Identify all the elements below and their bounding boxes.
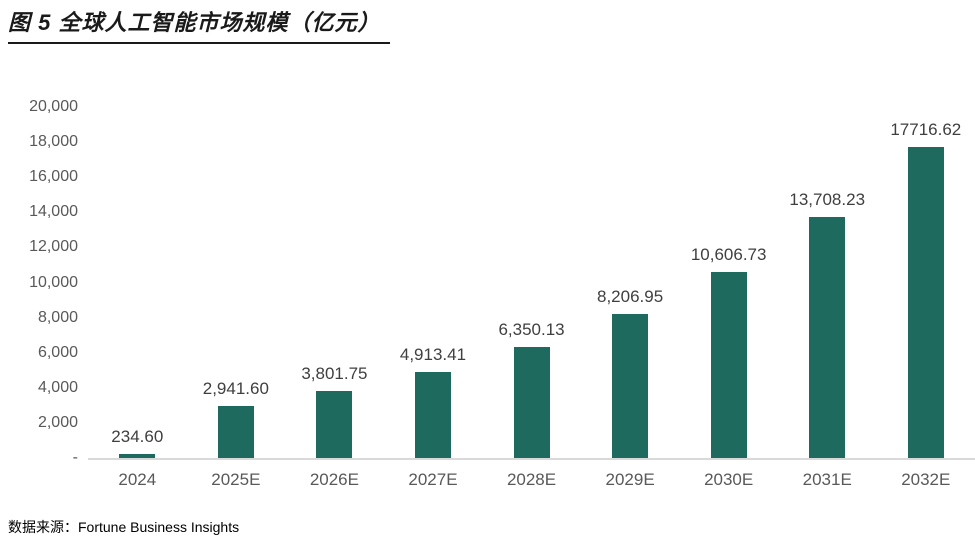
bar — [316, 391, 353, 458]
bar — [710, 272, 747, 458]
bar-value-label: 4,913.41 — [399, 345, 467, 364]
x-axis: 2024 2025E 2026E 2027E 2028E 2029E 2030E 2031E 2… — [88, 470, 975, 490]
bar-column: 234.60 — [88, 107, 187, 458]
y-tick-label: 2,000 — [37, 413, 78, 431]
bar-value-label: 3,801.75 — [301, 364, 368, 383]
bar-column: 2,941.60 — [187, 107, 286, 458]
y-tick-label: 4,000 — [37, 378, 78, 396]
bar — [119, 454, 156, 458]
y-tick-label: 6,000 — [37, 343, 78, 361]
bar — [612, 314, 649, 458]
y-tick-label: 10,000 — [29, 273, 78, 291]
bar — [513, 347, 550, 458]
bar-column: 10,606.73 — [679, 107, 778, 458]
bar-value-label: 234.60 — [111, 427, 164, 446]
bar-column: 17716.62 — [877, 107, 975, 458]
y-tick-label: 12,000 — [29, 238, 78, 256]
bar-value-label: 13,708.23 — [789, 190, 866, 209]
x-tick-label: 2030E — [704, 470, 754, 489]
x-tick-label: 2027E — [408, 470, 458, 489]
bar-chart-plot-area: 234.60 2,941.60 3,801.75 4,913.41 6,350.13 8,… — [88, 107, 975, 460]
bar-column: 4,913.41 — [384, 107, 483, 458]
x-tick-label: 2026E — [309, 470, 359, 489]
x-tick-label: 2025E — [211, 470, 261, 489]
bar-value-label: 8,206.95 — [597, 287, 664, 306]
y-tick-label: 16,000 — [29, 168, 78, 186]
bar — [809, 217, 846, 458]
bar-value-label: 17716.62 — [890, 120, 962, 139]
x-tick-label: 2032E — [901, 470, 951, 489]
y-tick-label: 14,000 — [29, 203, 78, 221]
y-tick-label: 18,000 — [29, 133, 78, 151]
x-tick-label: 2028E — [506, 470, 557, 489]
bar-column: 8,206.95 — [581, 107, 680, 458]
y-tick-label: 20,000 — [29, 98, 78, 115]
bar-column: 6,350.13 — [482, 107, 581, 458]
bar-value-label: 10,606.73 — [690, 245, 767, 264]
x-tick-label: 2024 — [118, 470, 157, 489]
y-axis: 20,000 18,000 16,000 14,000 12,000 10,000 8,00… — [0, 98, 78, 466]
bar — [217, 406, 254, 458]
figure-title: 图 5 全球人工智能市场规模（亿元） — [8, 5, 391, 44]
x-tick-label: 2031E — [802, 470, 852, 489]
bar-column: 3,801.75 — [285, 107, 384, 458]
bar-column: 13,708.23 — [778, 107, 877, 458]
data-source-note: 数据来源：Fortune Business Insights — [8, 519, 240, 535]
x-tick-label: 2029E — [605, 470, 655, 489]
bar — [907, 147, 944, 458]
bar-value-label: 6,350.13 — [498, 320, 565, 339]
bar — [414, 372, 451, 458]
y-tick-label: 8,000 — [37, 308, 78, 326]
bar-value-label: 2,941.60 — [202, 379, 269, 398]
y-tick-label: - — [72, 449, 78, 466]
